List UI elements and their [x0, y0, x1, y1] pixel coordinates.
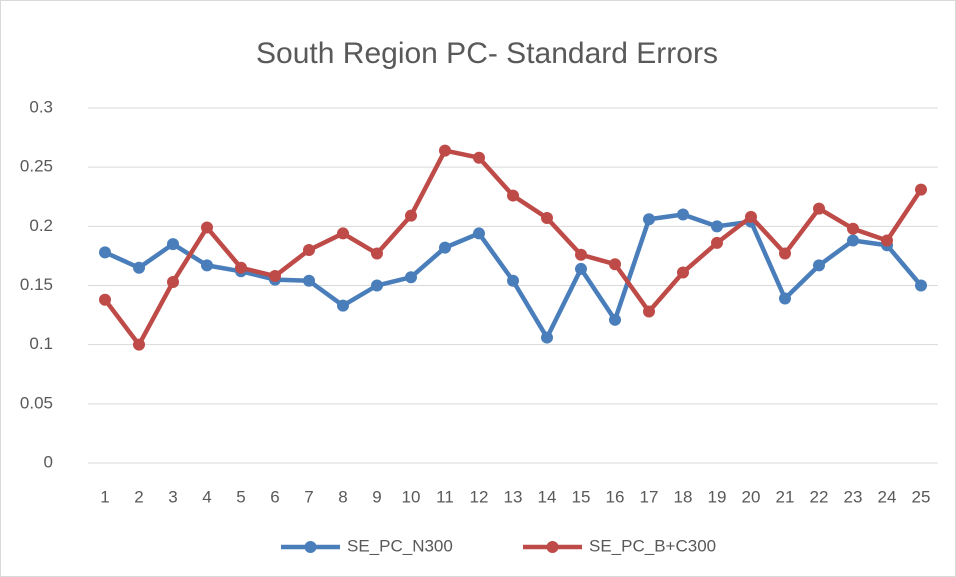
- point: [711, 220, 723, 233]
- x-tick-label: 20: [742, 487, 761, 506]
- x-tick-label: 6: [270, 487, 279, 506]
- x-tick-label: 12: [470, 487, 489, 506]
- legend-label: SE_PC_B+C300: [589, 536, 716, 555]
- point: [507, 189, 519, 202]
- point: [235, 261, 247, 274]
- point: [133, 261, 145, 274]
- x-tick-label: 15: [572, 487, 591, 506]
- point: [677, 208, 689, 221]
- x-tick-label: 22: [810, 487, 829, 506]
- legend-marker: [304, 541, 317, 553]
- x-tick-label: 14: [538, 487, 557, 506]
- point: [133, 338, 145, 351]
- point: [541, 212, 553, 225]
- x-tick-label: 3: [168, 487, 177, 506]
- x-tick-label: 5: [236, 487, 245, 506]
- point: [371, 247, 383, 260]
- y-tick-label: 0.2: [29, 216, 53, 235]
- x-tick-label: 16: [606, 487, 625, 506]
- y-tick-label: 0.25: [20, 157, 53, 176]
- point: [507, 274, 519, 287]
- point: [711, 236, 723, 249]
- point: [813, 202, 825, 215]
- x-tick-label: 1: [100, 487, 109, 506]
- point: [473, 227, 485, 240]
- x-tick-label: 10: [402, 487, 421, 506]
- x-tick-label: 21: [776, 487, 795, 506]
- y-tick-label: 0.1: [29, 334, 53, 353]
- point: [881, 234, 893, 247]
- point: [915, 279, 927, 292]
- chart-title: South Region PC- Standard Errors: [256, 37, 718, 70]
- x-tick-label: 17: [640, 487, 659, 506]
- point: [847, 222, 859, 235]
- point: [575, 248, 587, 261]
- point: [405, 209, 417, 222]
- point: [643, 305, 655, 318]
- point: [201, 221, 213, 234]
- point: [609, 258, 621, 271]
- x-tick-label: 23: [844, 487, 863, 506]
- point: [915, 183, 927, 196]
- point: [439, 144, 451, 157]
- point: [371, 279, 383, 292]
- point: [439, 241, 451, 254]
- point: [201, 259, 213, 272]
- x-tick-label: 18: [674, 487, 693, 506]
- point: [167, 238, 179, 251]
- point: [303, 274, 315, 287]
- point: [677, 266, 689, 279]
- point: [541, 331, 553, 344]
- x-tick-label: 7: [304, 487, 313, 506]
- x-tick-label: 8: [338, 487, 347, 506]
- point: [167, 275, 179, 288]
- legend-label: SE_PC_N300: [347, 536, 453, 555]
- x-tick-label: 4: [202, 487, 211, 506]
- point: [847, 234, 859, 247]
- point: [745, 210, 757, 223]
- x-tick-label: 11: [436, 487, 454, 506]
- point: [779, 292, 791, 305]
- point: [99, 246, 111, 259]
- x-tick-label: 13: [504, 487, 523, 506]
- x-tick-label: 24: [878, 487, 897, 506]
- point: [337, 227, 349, 240]
- x-tick-label: 9: [372, 487, 381, 506]
- x-tick-label: 25: [912, 487, 931, 506]
- x-tick-label: 2: [134, 487, 143, 506]
- point: [575, 262, 587, 275]
- point: [779, 247, 791, 260]
- point: [609, 313, 621, 326]
- point: [473, 151, 485, 164]
- y-tick-label: 0.05: [20, 393, 53, 412]
- point: [269, 270, 281, 283]
- y-tick-label: 0.3: [29, 97, 53, 116]
- point: [813, 259, 825, 272]
- legend-marker: [546, 541, 559, 553]
- y-tick-label: 0.15: [20, 275, 53, 294]
- x-tick-label: 19: [708, 487, 727, 506]
- point: [99, 293, 111, 306]
- point: [643, 213, 655, 226]
- y-tick-label: 0: [44, 452, 53, 471]
- point: [303, 244, 315, 256]
- point: [405, 271, 417, 284]
- point: [337, 299, 349, 312]
